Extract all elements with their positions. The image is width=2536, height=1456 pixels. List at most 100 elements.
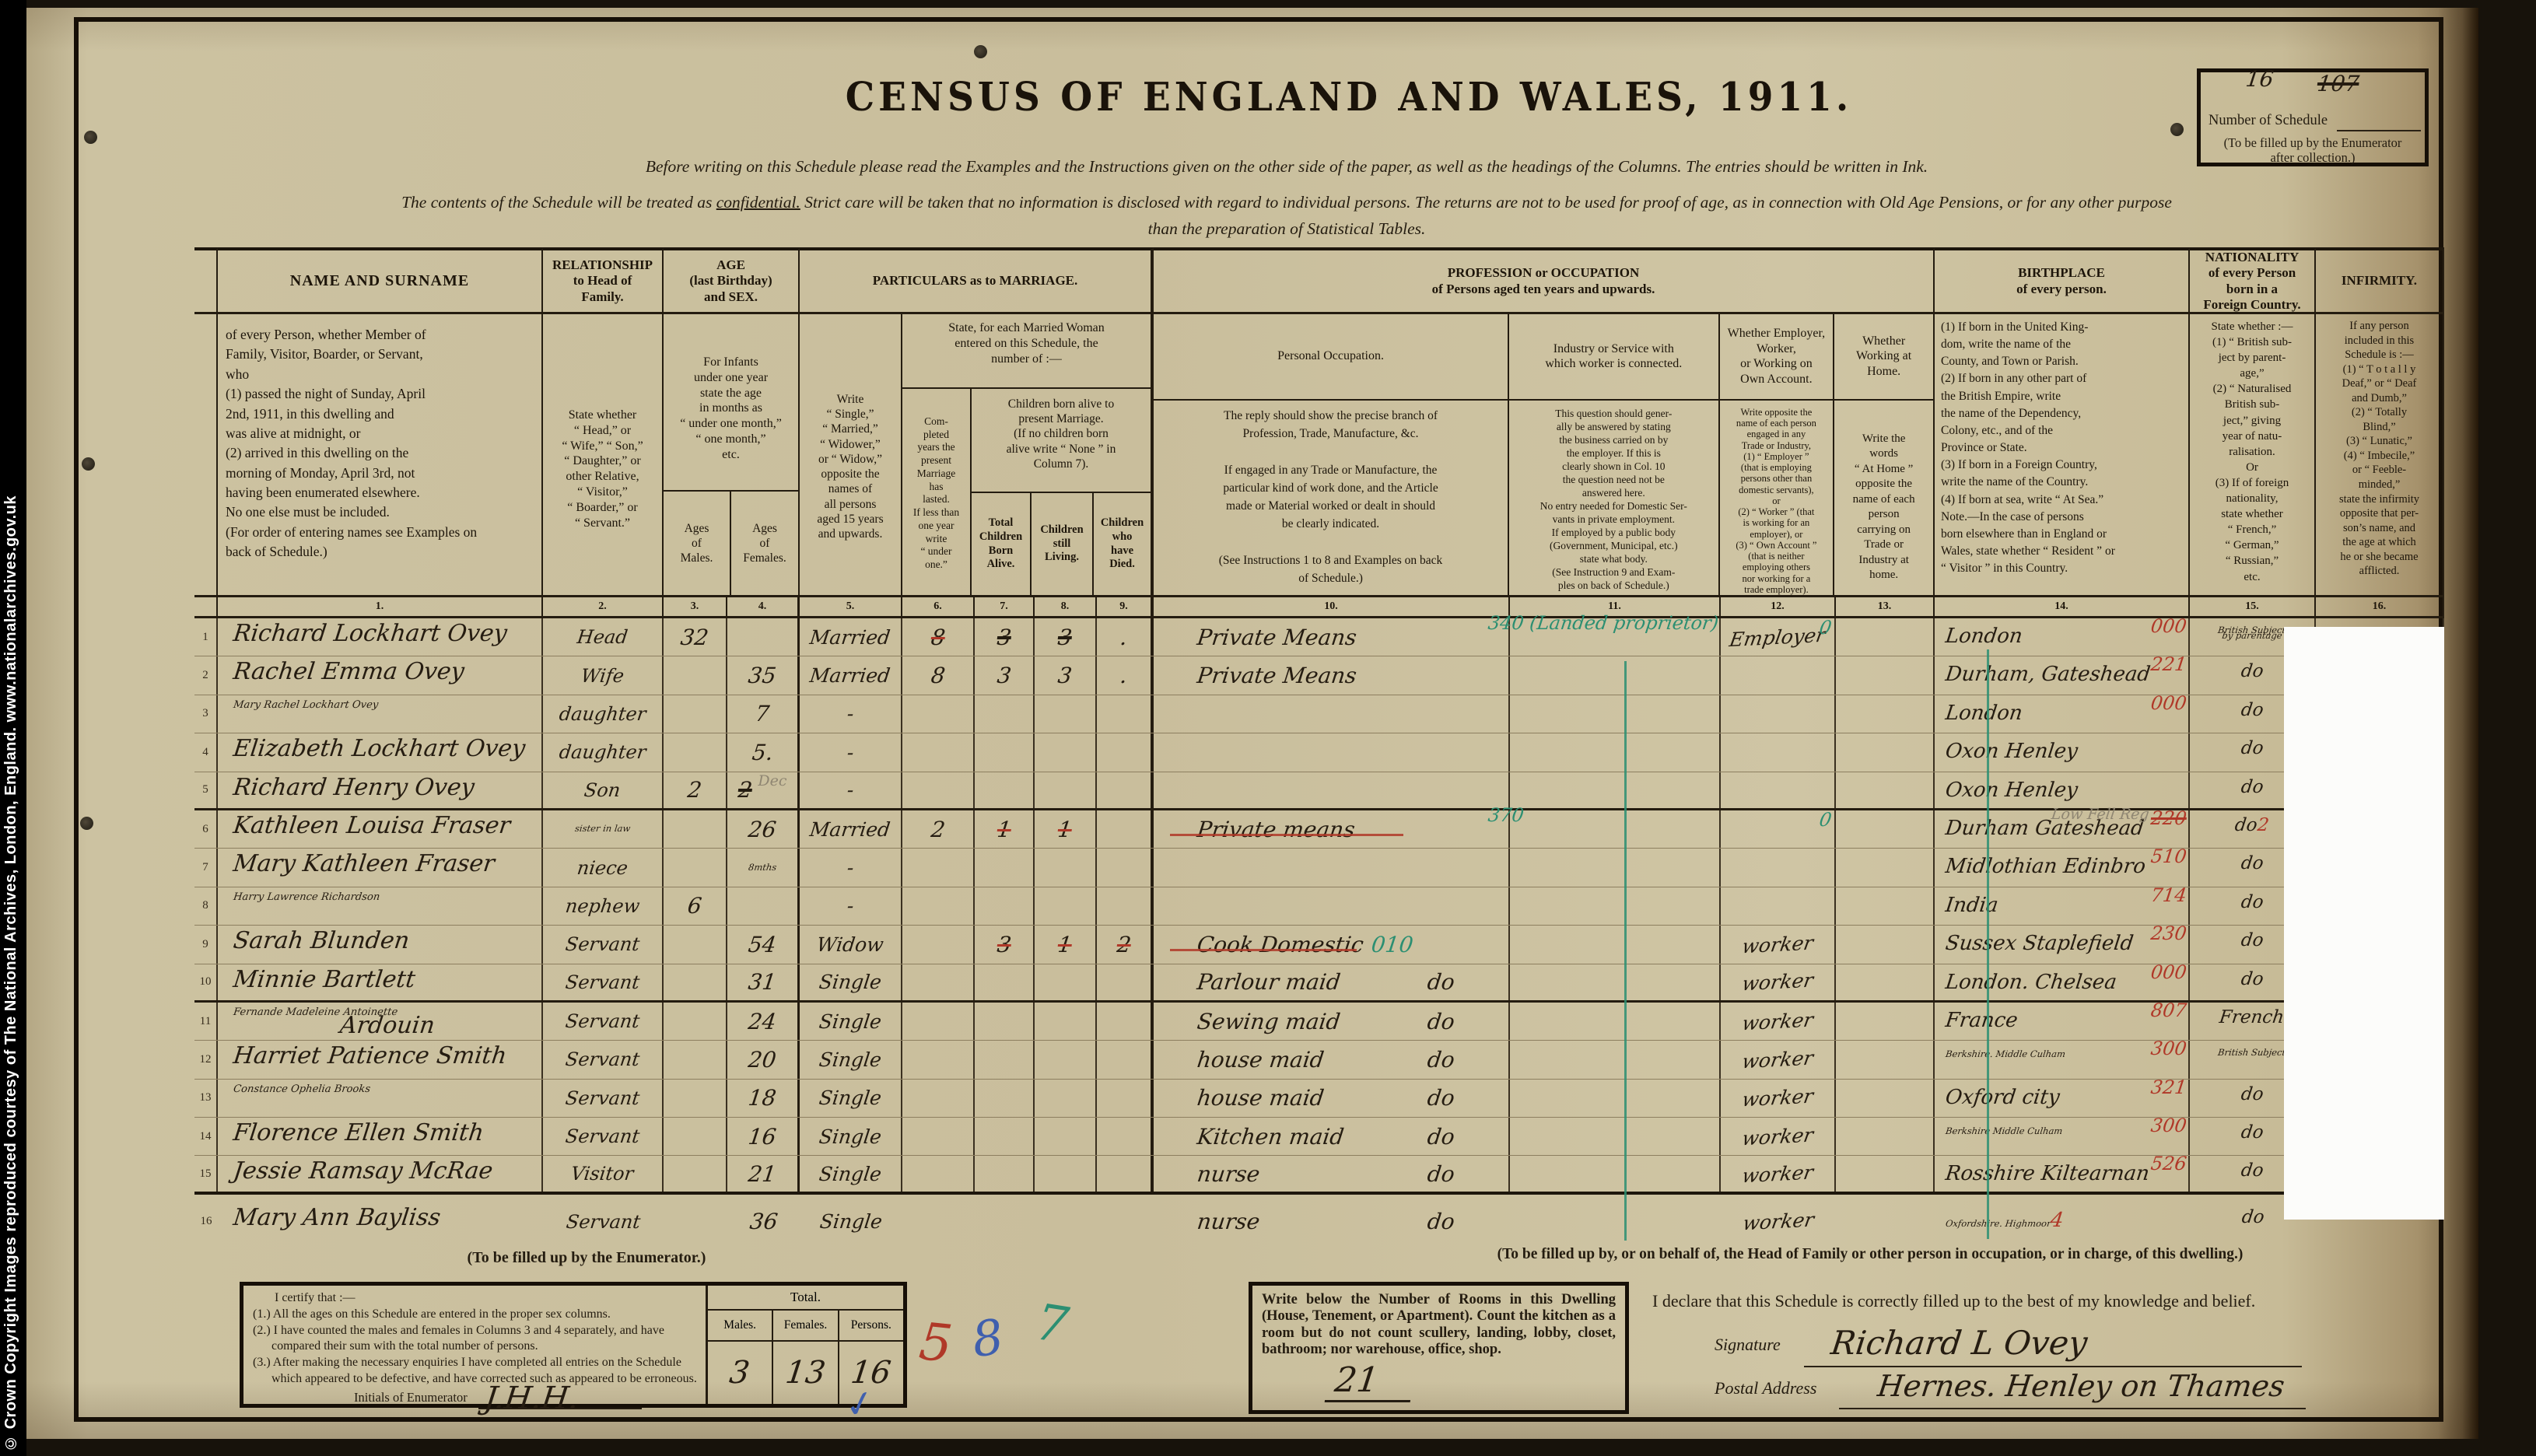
cell-af: 31 — [727, 964, 800, 1000]
cell-died — [1097, 1002, 1154, 1041]
total-females-value: 13 — [783, 1355, 828, 1391]
handwritten-entry: 230 — [2149, 922, 2188, 945]
cell-name: Fernande Madeleine Antoinette Ardouin — [218, 1002, 543, 1041]
schedule-number-crossed: 107 — [2315, 71, 2361, 96]
handwritten-entry: Sewing maid — [1195, 1008, 1342, 1034]
certify-lead: I certify that :— — [275, 1291, 356, 1304]
certify-item-3: (3.) After making the necessary enquirie… — [253, 1356, 697, 1385]
handwritten-entry: worker — [1741, 1208, 1816, 1235]
handwritten-entry: Mary Kathleen Fraser — [231, 850, 496, 878]
binder-hole — [974, 45, 987, 58]
note-industry: This question should gener- ally be answ… — [1509, 400, 1720, 595]
totals-title: Total. — [708, 1286, 903, 1311]
handwritten-entry: 36 — [748, 1209, 779, 1235]
handwritten-entry: - — [845, 856, 855, 880]
cell-ind — [1510, 1156, 1721, 1192]
handwritten-entry: do — [1425, 969, 1456, 996]
cell-am — [664, 964, 727, 1000]
handwritten-entry: - — [845, 894, 855, 918]
cell-occ: house maid do — [1154, 1079, 1510, 1118]
note-working-at-home: Write the words “ At Home ” opposite the… — [1852, 432, 1915, 582]
cell-am — [664, 733, 727, 772]
handwritten-entry: Oxon Henley — [1944, 740, 2079, 764]
enumerator-caption: (To be filled up by the Enumerator.) — [467, 1249, 706, 1266]
handwritten-entry: Married — [808, 625, 892, 649]
cell-mar: - — [800, 887, 902, 926]
copyright-text: © Crown Copyright Images reproduced cour… — [2, 495, 19, 1451]
note-employer-worker: Write opposite the name of each person e… — [1720, 400, 1835, 595]
handwritten-entry: 2 — [2256, 814, 2271, 835]
rooms-instructions: Write below the Number of Rooms in this … — [1262, 1292, 1616, 1358]
binder-hole — [2170, 123, 2184, 136]
handwritten-entry: 6 — [686, 893, 703, 919]
cell-home — [1836, 733, 1935, 772]
group-relationship: RELATIONSHIP to Head of Family. — [543, 247, 664, 314]
handwritten-entry: 3 — [1056, 663, 1074, 689]
cell-name: Kathleen Louisa Fraser — [218, 810, 543, 849]
cell-name: Mary Kathleen Fraser — [218, 849, 543, 887]
handwritten-entry: Kitchen maid — [1195, 1123, 1346, 1150]
handwritten-entry: Low Fell Reg — [2050, 805, 2151, 823]
cell-liv — [1035, 1079, 1097, 1118]
enumerator-certificate-box: I certify that :— (1.) All the ages on t… — [240, 1282, 907, 1416]
cell-bp: London 000 — [1935, 615, 2190, 656]
handwritten-entry: Servant — [564, 1087, 641, 1109]
note-ages-females: Ages of Females. — [743, 521, 786, 565]
note-infirmity: If any person included in this Schedule … — [2316, 314, 2444, 597]
cell-born — [975, 1118, 1035, 1156]
cell-died — [1097, 887, 1154, 926]
handwritten-entry: Private Means — [1195, 624, 1358, 650]
row-number: 1 — [194, 618, 218, 656]
cell-ind — [1510, 849, 1721, 887]
table-row: 1 Richard Lockhart Ovey Head 32 Married 8 3 3. P… — [194, 612, 2444, 657]
handwritten-entry: 000 — [2149, 961, 2188, 983]
cell-rel: sister in law — [543, 810, 664, 849]
cell-emp: worker — [1721, 1202, 1836, 1241]
rooms-box: Write below the Number of Rooms in this … — [1249, 1282, 1629, 1414]
householder-caption: (To be filled up by, or on behalf of, th… — [1497, 1246, 2244, 1262]
handwritten-entry: Rachel Emma Ovey — [231, 658, 466, 686]
cell-home — [1836, 926, 1935, 964]
handwritten-entry: 8 — [929, 624, 947, 650]
handwritten-entry: Cook Domestic — [1195, 931, 1365, 957]
cell-ind — [1510, 772, 1721, 808]
cell-ind — [1510, 1118, 1721, 1156]
cell-bp: Midlothian Edinbro 510 — [1935, 845, 2190, 887]
cell-liv — [1035, 1202, 1097, 1241]
cell-born: 3 — [975, 618, 1035, 656]
cell-liv — [1035, 849, 1097, 887]
cell-mar: Single — [800, 1156, 902, 1192]
certify-item-1: (1.) All the ages on this Schedule are e… — [253, 1307, 611, 1321]
row-number: 14 — [194, 1118, 218, 1156]
confidential-word: confidential. — [716, 193, 800, 212]
cell-bp: London. Chelsea 000 — [1935, 961, 2190, 1000]
column-number: 4. — [727, 597, 800, 616]
handwritten-entry: 7 — [754, 701, 771, 727]
cell-occ: Private Means 340 (Landed proprietor) — [1154, 612, 1720, 656]
postal-value: Hernes. Henley on Thames — [1876, 1369, 2287, 1403]
handwritten-entry: Ardouin — [338, 1011, 436, 1039]
handwritten-entry: worker — [1740, 1008, 1815, 1034]
schedule-number-rule — [2337, 130, 2421, 131]
postal-label: Postal Address — [1715, 1378, 1817, 1398]
cell-ind — [1510, 1002, 1721, 1041]
table-row: 10 Minnie Bartlett Servant 31 Single Parlour … — [194, 961, 2444, 1003]
cell-ind — [1510, 1079, 1721, 1118]
cell-yrs — [902, 772, 975, 808]
cell-name: Florence Ellen Smith — [218, 1118, 543, 1156]
note-marriage-years: Com- pleted years the present Marriage h… — [902, 389, 972, 595]
red-strike-line — [1170, 834, 1403, 836]
note-children-born: Children born alive to present Marriage.… — [972, 389, 1151, 493]
row-number: 6 — [194, 810, 218, 849]
cell-rel: daughter — [543, 733, 664, 772]
cell-yrs — [902, 1202, 975, 1241]
cell-home — [1836, 1041, 1935, 1079]
handwritten-entry: India — [1944, 893, 2000, 917]
handwritten-entry: Parlour maid — [1195, 969, 1342, 996]
cell-af: 7 — [727, 695, 800, 733]
row-number: 11 — [194, 1002, 218, 1041]
cell-rel: Wife — [543, 656, 664, 695]
cell-yrs: 2 — [902, 810, 975, 849]
cell-emp — [1721, 733, 1836, 772]
